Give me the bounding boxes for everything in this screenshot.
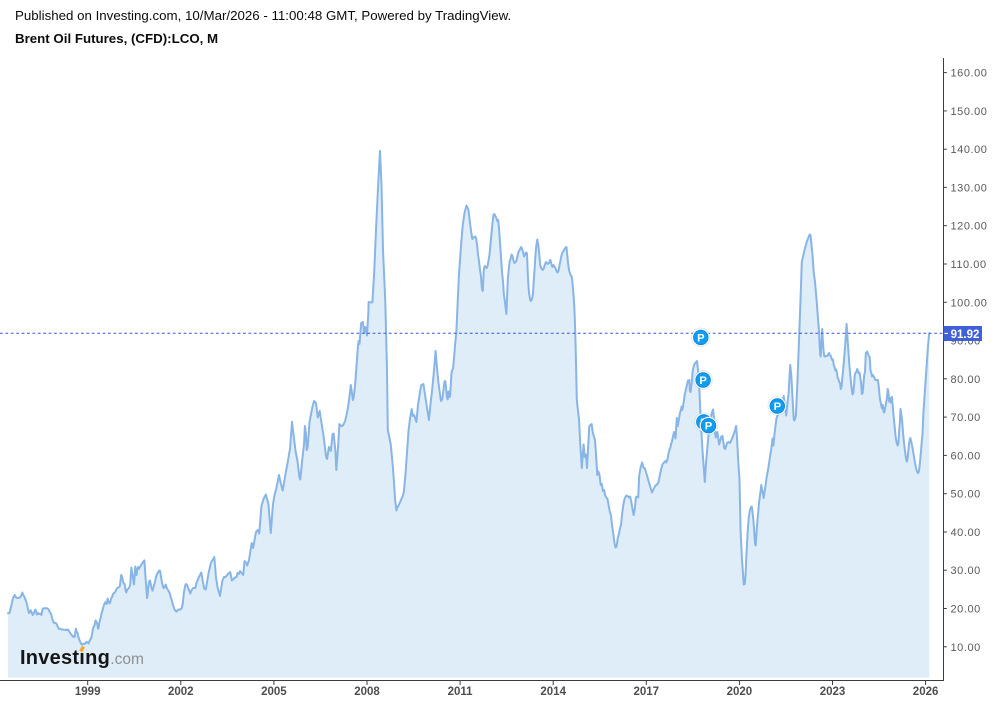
svg-text:150.00: 150.00 (951, 106, 988, 118)
svg-text:.com: .com (110, 651, 144, 668)
svg-text:2014: 2014 (540, 686, 566, 698)
svg-text:2002: 2002 (168, 686, 194, 698)
svg-text:2008: 2008 (354, 686, 380, 698)
svg-text:110.00: 110.00 (951, 259, 987, 271)
svg-text:10.00: 10.00 (951, 642, 981, 654)
svg-text:50.00: 50.00 (951, 489, 981, 501)
svg-text:160.00: 160.00 (951, 68, 988, 80)
svg-text:140.00: 140.00 (951, 144, 988, 156)
svg-text:91.92: 91.92 (951, 329, 980, 341)
svg-text:30.00: 30.00 (951, 565, 981, 577)
svg-text:2017: 2017 (634, 686, 660, 698)
svg-text:20.00: 20.00 (951, 604, 981, 616)
svg-text:70.00: 70.00 (951, 412, 981, 424)
svg-text:2005: 2005 (261, 686, 287, 698)
svg-text:2023: 2023 (820, 686, 846, 698)
svg-text:P: P (697, 332, 705, 344)
svg-text:130.00: 130.00 (951, 182, 988, 194)
svg-text:Investıng: Investıng (20, 647, 110, 669)
svg-text:1999: 1999 (75, 686, 101, 698)
svg-text:100.00: 100.00 (951, 297, 988, 309)
svg-text:2011: 2011 (448, 686, 474, 698)
svg-text:120.00: 120.00 (951, 221, 988, 233)
svg-text:40.00: 40.00 (951, 527, 981, 539)
svg-text:P: P (705, 421, 713, 433)
svg-text:P: P (699, 375, 707, 387)
svg-text:60.00: 60.00 (951, 450, 981, 462)
svg-text:P: P (774, 401, 782, 413)
svg-text:2020: 2020 (727, 686, 753, 698)
svg-text:2026: 2026 (913, 686, 939, 698)
svg-text:80.00: 80.00 (951, 374, 981, 386)
